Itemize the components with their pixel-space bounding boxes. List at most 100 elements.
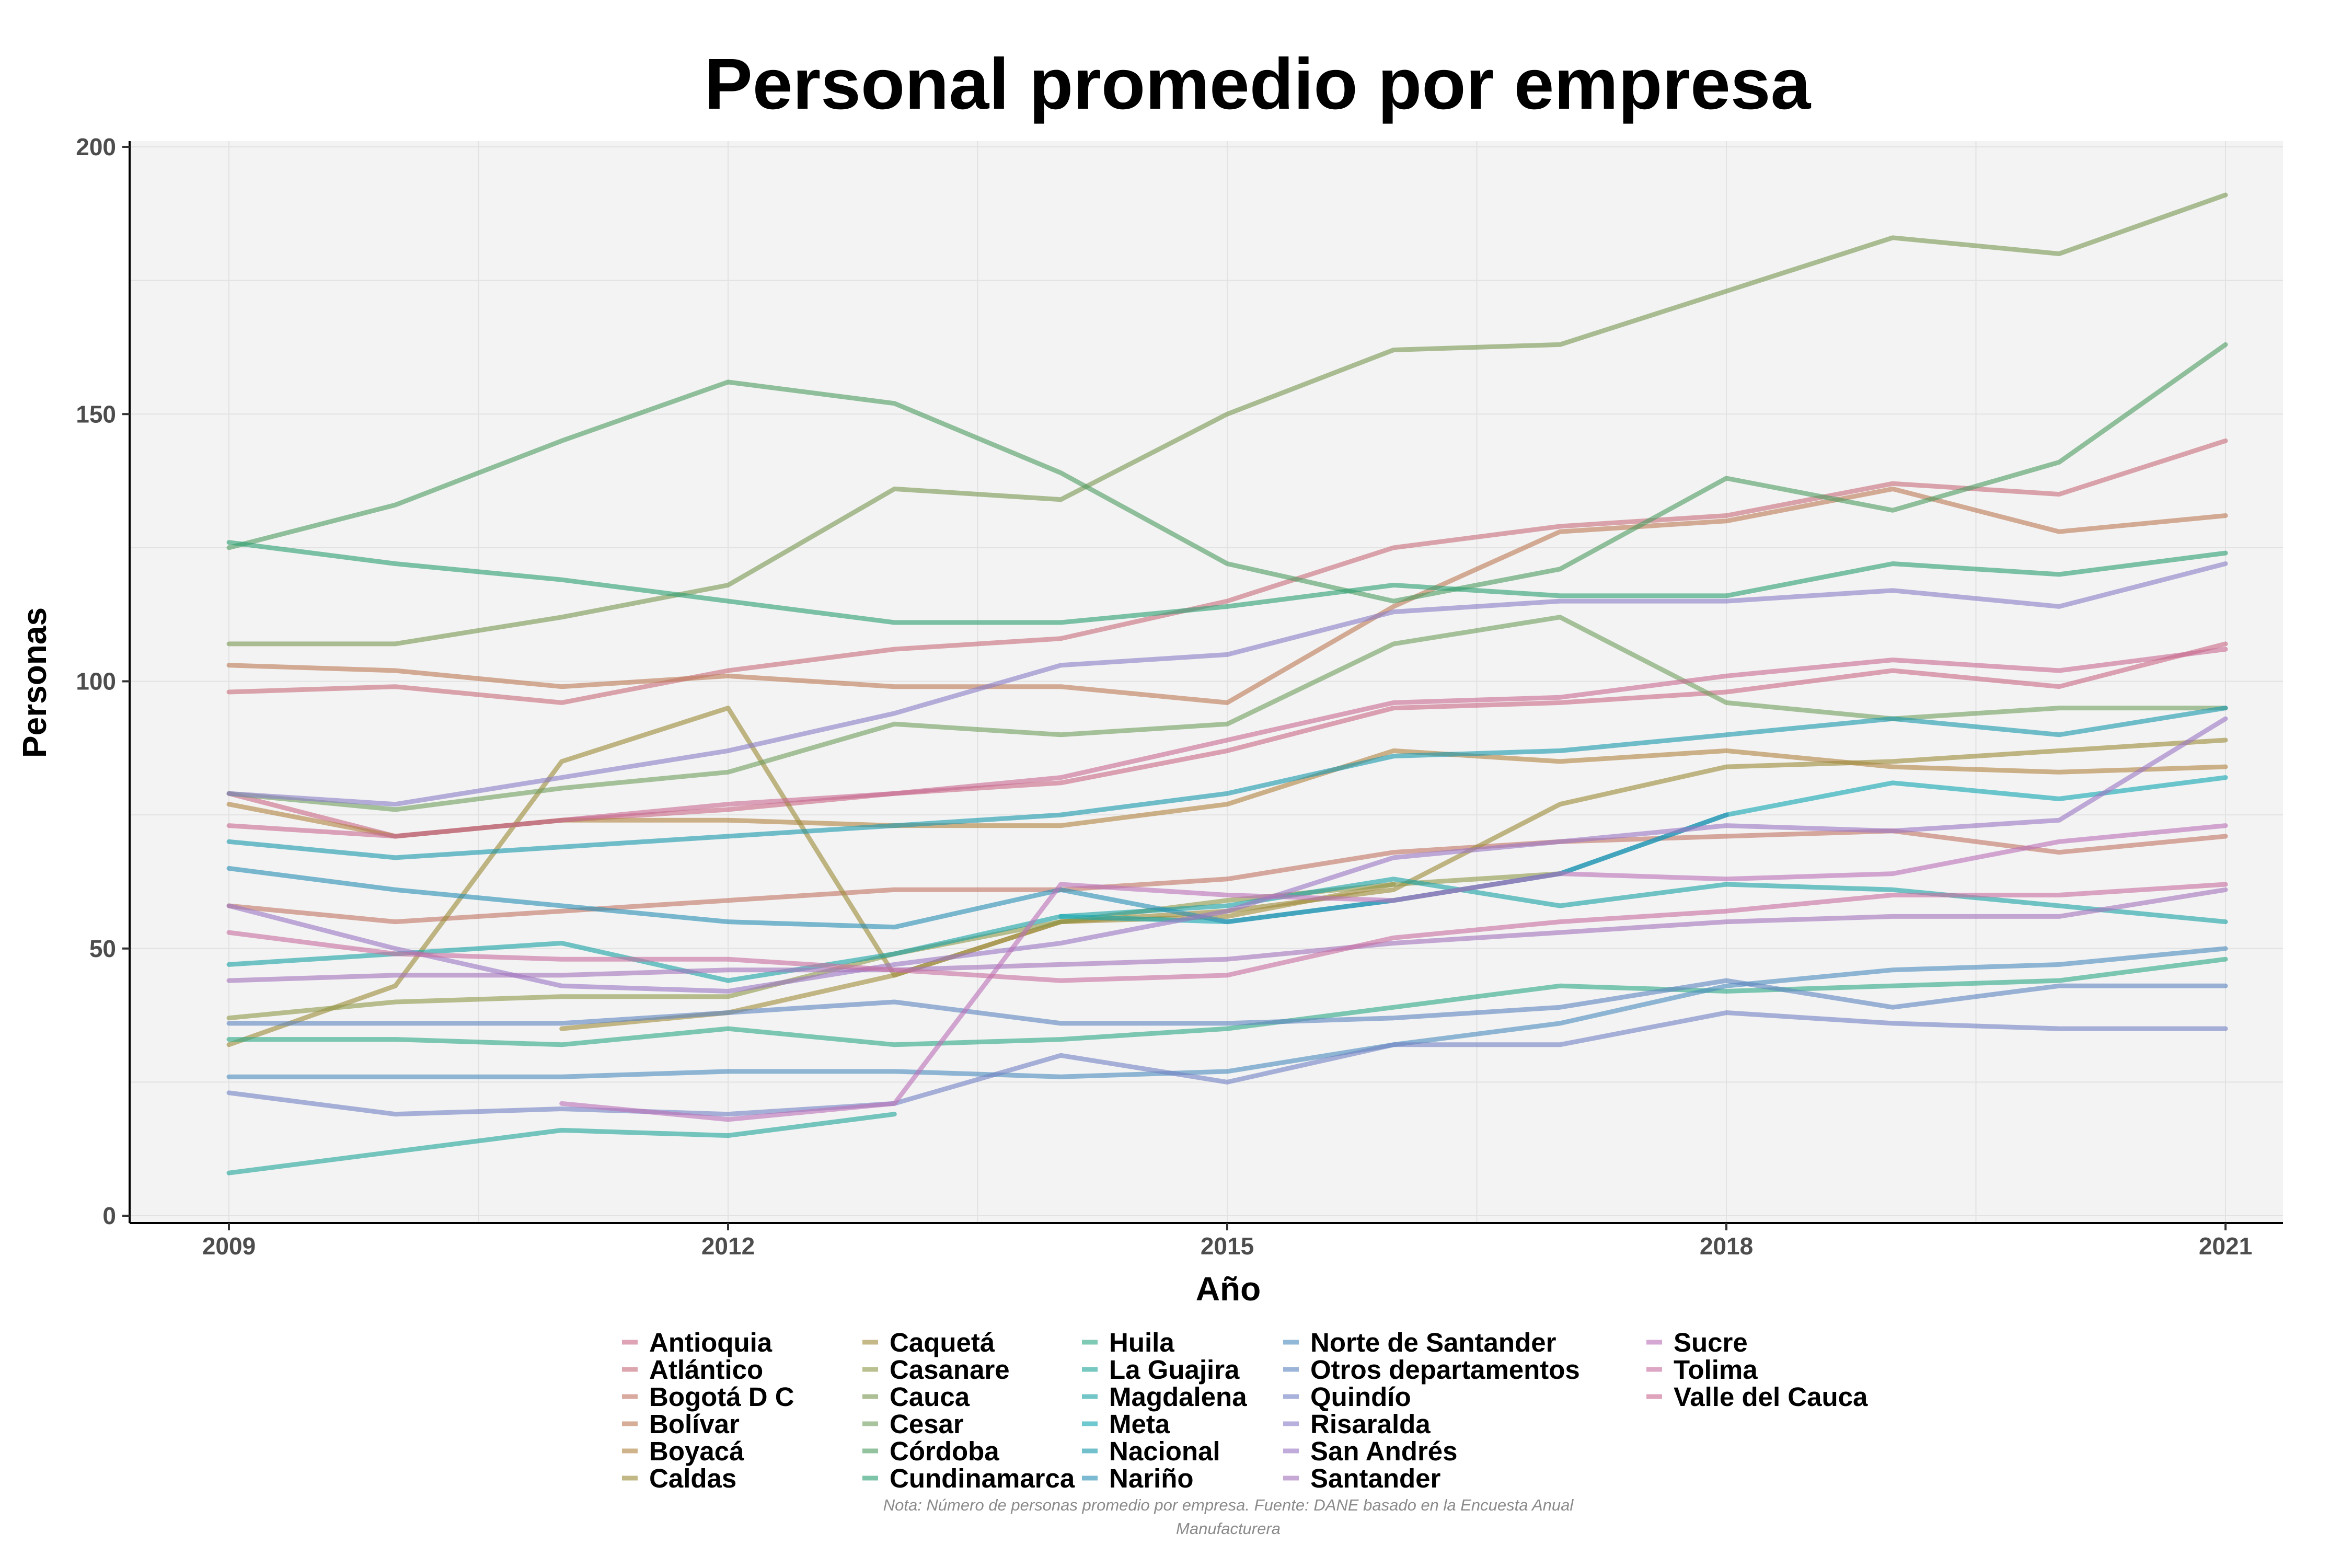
x-axis-title: Año (1196, 1270, 1261, 1308)
series-san-andres (226, 716, 2228, 994)
chart-note-line-2: Manufacturera (1176, 1519, 1281, 1538)
legend-label: Huila (1109, 1328, 1174, 1357)
legend-label: Caquetá (890, 1328, 995, 1357)
legend-item-nacional: Nacional (1082, 1436, 1220, 1466)
y-axis-ticks: 0 50 100 150 200 (76, 133, 130, 1229)
legend-item-san-andres: San Andrés (1283, 1436, 1458, 1466)
legend-item-bolivar: Bolívar (622, 1409, 740, 1439)
legend-label: Otros departamentos (1310, 1355, 1580, 1385)
series-line-sucre (559, 823, 2228, 1122)
x-tick-label: 2018 (1700, 1232, 1753, 1260)
legend-label: Meta (1109, 1409, 1170, 1439)
series-line-santander (226, 887, 2228, 983)
legend-label: Quindío (1310, 1382, 1411, 1412)
x-tick-label: 2012 (701, 1232, 755, 1260)
series-line-san-andres (226, 716, 2228, 994)
legend-label: Tolima (1674, 1355, 1758, 1385)
legend-label: Sucre (1674, 1328, 1748, 1357)
legend-item-caldas: Caldas (622, 1463, 736, 1493)
series-line-valle-del-cauca (226, 647, 2228, 839)
series-line-tolima (226, 882, 2228, 983)
series-line-cordoba (226, 342, 2228, 604)
legend-item-risaralda: Risaralda (1283, 1409, 1431, 1439)
series-norte-de-santander (226, 946, 2228, 1079)
series-line-magdalena (226, 877, 2228, 983)
series-cauca (226, 192, 2228, 647)
legend-label: Casanare (890, 1355, 1010, 1385)
series-line-huila (226, 956, 2228, 1047)
x-axis-ticks: 2009 2012 2015 2018 2021 (202, 1223, 2252, 1260)
legend-item-casanare: Casanare (862, 1355, 1010, 1385)
legend-label: Norte de Santander (1310, 1328, 1557, 1357)
series-line-risaralda (226, 561, 2228, 807)
legend-label: Bogotá D C (649, 1382, 794, 1412)
legend-item-la-guajira: La Guajira (1082, 1355, 1240, 1385)
plot-background (130, 141, 2283, 1223)
legend-item-cauca: Cauca (862, 1382, 970, 1412)
legend-label: Caldas (649, 1463, 736, 1493)
series-atlantico (226, 438, 2228, 705)
legend-label: Nacional (1109, 1436, 1220, 1466)
legend-label: Risaralda (1310, 1409, 1431, 1439)
legend-item-sucre: Sucre (1646, 1328, 1748, 1357)
series-line-otros-departamentos (226, 978, 2228, 1026)
y-axis-title: Personas (16, 607, 53, 758)
legend-item-boyaca: Boyacá (622, 1436, 744, 1466)
x-tick-label: 2015 (1201, 1232, 1254, 1260)
series-bolivar (226, 486, 2228, 705)
series-huila (226, 956, 2228, 1047)
legend-label: Atlántico (649, 1355, 763, 1385)
y-tick-label: 50 (89, 935, 116, 962)
series-line-nacional (226, 706, 2228, 860)
legend-item-quindio: Quindío (1283, 1382, 1411, 1412)
series-line-quindio (226, 1010, 2228, 1117)
legend-label: Cauca (890, 1382, 970, 1412)
series-tolima (226, 882, 2228, 983)
legend-item-magdalena: Magdalena (1082, 1382, 1247, 1412)
series-line-cundinamarca (226, 540, 2228, 625)
y-tick-label: 200 (76, 133, 116, 160)
legend-item-tolima: Tolima (1646, 1355, 1758, 1385)
series-quindio (226, 1010, 2228, 1117)
legend-label: Santander (1310, 1463, 1441, 1493)
legend-item-antioquia: Antioquia (622, 1328, 773, 1357)
legend-label: Córdoba (890, 1436, 999, 1466)
chart-note-line-1: Nota: Número de personas promedio por em… (883, 1496, 1574, 1514)
series-line-cauca (226, 192, 2228, 647)
legend-item-santander: Santander (1283, 1463, 1441, 1493)
y-tick-label: 0 (102, 1202, 116, 1229)
legend-label: San Andrés (1310, 1436, 1458, 1466)
series-line-bolivar (226, 486, 2228, 705)
y-tick-label: 150 (76, 400, 116, 428)
legend-item-meta: Meta (1082, 1409, 1170, 1439)
series-la-guajira (226, 1112, 897, 1175)
legend-label: Magdalena (1109, 1382, 1247, 1412)
legend-label: Cundinamarca (890, 1463, 1075, 1493)
legend-label: Bolívar (649, 1409, 740, 1439)
x-tick-label: 2009 (202, 1232, 256, 1260)
legend-item-cundinamarca: Cundinamarca (862, 1463, 1075, 1493)
series-line-norte-de-santander (226, 946, 2228, 1079)
legend-label: Nariño (1109, 1463, 1194, 1493)
series-magdalena (226, 877, 2228, 983)
x-tick-label: 2021 (2199, 1232, 2252, 1260)
chart-title: Personal promedio por empresa (705, 44, 1812, 124)
series-lines (226, 192, 2228, 1175)
legend-label: Boyacá (649, 1436, 744, 1466)
series-otros-departamentos (226, 978, 2228, 1026)
series-nacional (226, 706, 2228, 860)
series-valle-del-cauca (226, 647, 2228, 839)
legend-label: Valle del Cauca (1674, 1382, 1868, 1412)
legend-item-bogota-d-c: Bogotá D C (622, 1382, 794, 1412)
series-sucre (559, 823, 2228, 1122)
series-line-la-guajira (226, 1112, 897, 1175)
series-cundinamarca (226, 540, 2228, 625)
legend-item-huila: Huila (1082, 1328, 1174, 1357)
legend-item-cordoba: Córdoba (862, 1436, 999, 1466)
legend-item-caqueta: Caquetá (862, 1328, 995, 1357)
legend-item-valle-del-cauca: Valle del Cauca (1646, 1382, 1868, 1412)
legend-label: La Guajira (1109, 1355, 1240, 1385)
legend-item-cesar: Cesar (862, 1409, 964, 1439)
